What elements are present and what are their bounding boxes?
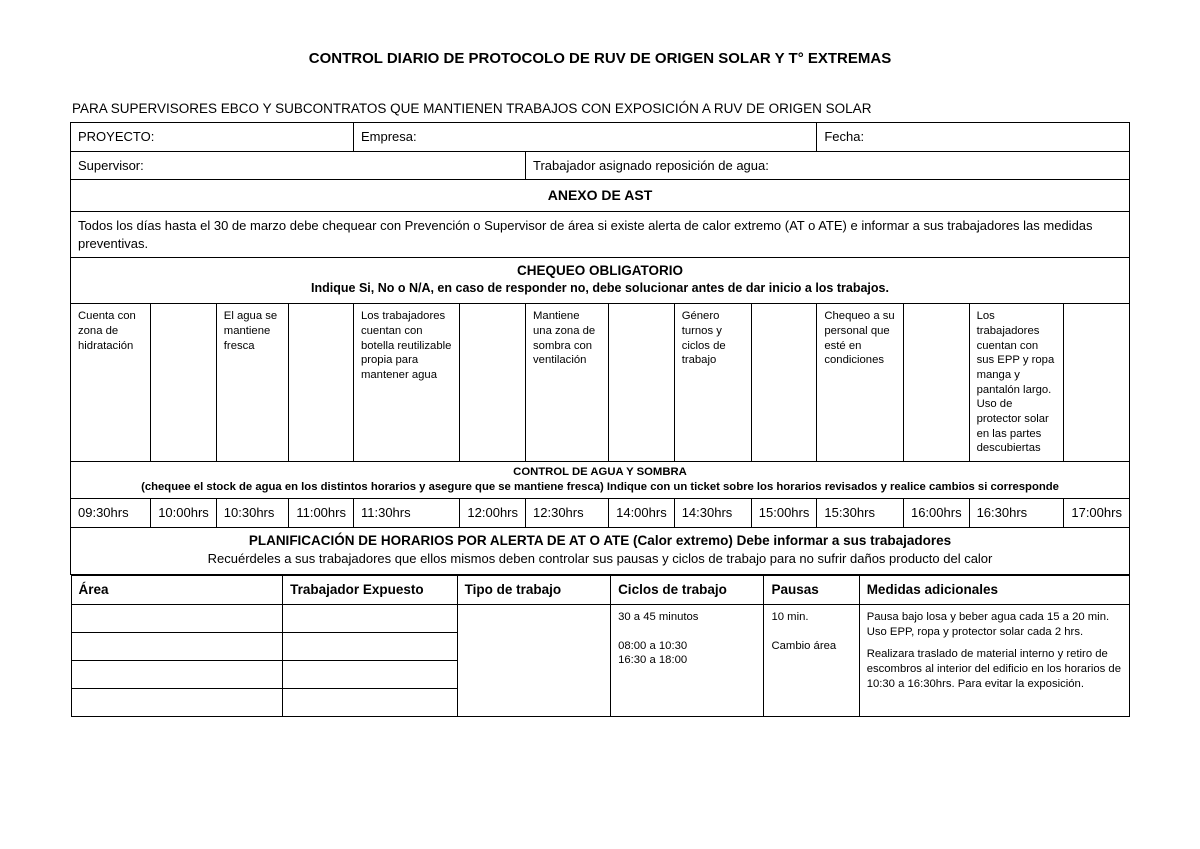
- plan-columns-row: Área Trabajador Expuesto Tipo de trabajo…: [71, 575, 1129, 604]
- plan-cell-trabajador[interactable]: [283, 660, 458, 688]
- hour-slot[interactable]: 10:00hrs: [151, 499, 217, 528]
- hour-slot[interactable]: 09:30hrs: [71, 499, 151, 528]
- chequeo-item-4: Mantiene una zona de sombra con ventilac…: [526, 304, 609, 462]
- plan-cell-area[interactable]: [71, 604, 283, 632]
- chequeo-check-7[interactable]: [1064, 304, 1130, 462]
- plan-cell-area[interactable]: [71, 688, 283, 716]
- chequeo-item-7: Los trabajadores cuentan con sus EPP y r…: [969, 304, 1064, 462]
- plan-cell-medidas: Pausa bajo losa y beber agua cada 15 a 2…: [859, 604, 1129, 716]
- plan-header: PLANIFICACIÓN DE HORARIOS POR ALERTA DE …: [71, 527, 1130, 574]
- plan-cell-trabajador[interactable]: [283, 632, 458, 660]
- plan-cell-trabajador[interactable]: [283, 688, 458, 716]
- hour-slot[interactable]: 14:00hrs: [609, 499, 675, 528]
- hour-slot[interactable]: 15:00hrs: [751, 499, 817, 528]
- header-row-1: PROYECTO: Empresa: Fecha:: [71, 123, 1130, 152]
- plan-cell-trabajador[interactable]: [283, 604, 458, 632]
- chequeo-item-1: Cuenta con zona de hidratación: [71, 304, 151, 462]
- header-row-2: Supervisor: Trabajador asignado reposici…: [71, 151, 1130, 180]
- field-proyecto[interactable]: PROYECTO:: [71, 123, 354, 152]
- plan-col-trabajador: Trabajador Expuesto: [283, 575, 458, 604]
- hour-slot[interactable]: 11:00hrs: [289, 499, 354, 528]
- chequeo-item-3: Los trabajadores cuentan con botella reu…: [353, 304, 459, 462]
- hour-slot[interactable]: 16:00hrs: [903, 499, 969, 528]
- chequeo-check-6[interactable]: [903, 304, 969, 462]
- field-trabajador-agua[interactable]: Trabajador asignado reposición de agua:: [526, 151, 1130, 180]
- plan-ciclos-2a: 08:00 a 10:30: [618, 639, 756, 654]
- chequeo-instruction: Indique Si, No o N/A, en caso de respond…: [77, 280, 1123, 297]
- hour-slot[interactable]: 11:30hrs: [353, 499, 459, 528]
- plan-ciclos-2b: 16:30 a 18:00: [618, 653, 756, 668]
- chequeo-title: CHEQUEO OBLIGATORIO: [77, 262, 1123, 280]
- anexo-title: ANEXO DE AST: [71, 180, 1130, 212]
- plan-row: 30 a 45 minutos 08:00 a 10:30 16:30 a 18…: [71, 604, 1129, 632]
- plan-instruction: Recuérdeles a sus trabajadores que ellos…: [77, 550, 1123, 568]
- plan-pausa-2: Cambio área: [771, 639, 851, 654]
- hour-slot[interactable]: 15:30hrs: [817, 499, 904, 528]
- plan-medida-2: Realizara traslado de material interno y…: [867, 647, 1122, 691]
- hour-slot[interactable]: 17:00hrs: [1064, 499, 1130, 528]
- plan-ciclos-1: 30 a 45 minutos: [618, 610, 756, 625]
- form-table: PROYECTO: Empresa: Fecha: Supervisor: Tr…: [70, 122, 1130, 717]
- chequeo-item-6: Chequeo a su personal que esté en condic…: [817, 304, 904, 462]
- control-hours-row: 09:30hrs 10:00hrs 10:30hrs 11:00hrs 11:3…: [71, 499, 1130, 528]
- chequeo-header: CHEQUEO OBLIGATORIO Indique Si, No o N/A…: [71, 258, 1130, 304]
- chequeo-check-1[interactable]: [151, 304, 217, 462]
- field-supervisor[interactable]: Supervisor:: [71, 151, 526, 180]
- plan-cell-area[interactable]: [71, 632, 283, 660]
- chequeo-check-2[interactable]: [289, 304, 354, 462]
- plan-col-tipo: Tipo de trabajo: [457, 575, 610, 604]
- plan-cell-area[interactable]: [71, 660, 283, 688]
- page-title: CONTROL DIARIO DE PROTOCOLO DE RUV DE OR…: [70, 50, 1130, 67]
- plan-col-medidas: Medidas adicionales: [859, 575, 1129, 604]
- page-subtitle: PARA SUPERVISORES EBCO Y SUBCONTRATOS QU…: [70, 101, 1130, 116]
- plan-col-pausas: Pausas: [764, 575, 859, 604]
- chequeo-item-5: Género turnos y ciclos de trabajo: [674, 304, 751, 462]
- hour-slot[interactable]: 16:30hrs: [969, 499, 1064, 528]
- chequeo-check-5[interactable]: [751, 304, 817, 462]
- plan-cell-tipo[interactable]: [457, 604, 610, 716]
- chequeo-item-2: El agua se mantiene fresca: [216, 304, 289, 462]
- page: CONTROL DIARIO DE PROTOCOLO DE RUV DE OR…: [0, 0, 1200, 717]
- control-header: CONTROL DE AGUA Y SOMBRA (chequee el sto…: [71, 461, 1130, 499]
- hour-slot[interactable]: 12:00hrs: [460, 499, 526, 528]
- plan-title: PLANIFICACIÓN DE HORARIOS POR ALERTA DE …: [77, 532, 1123, 550]
- hour-slot[interactable]: 10:30hrs: [216, 499, 289, 528]
- field-fecha[interactable]: Fecha:: [817, 123, 1130, 152]
- anexo-body: Todos los días hasta el 30 de marzo debe…: [71, 211, 1130, 257]
- plan-medida-1: Pausa bajo losa y beber agua cada 15 a 2…: [867, 610, 1122, 639]
- hour-slot[interactable]: 14:30hrs: [674, 499, 751, 528]
- hour-slot[interactable]: 12:30hrs: [526, 499, 609, 528]
- plan-pausa-1: 10 min.: [771, 610, 851, 625]
- plan-col-ciclos: Ciclos de trabajo: [611, 575, 764, 604]
- control-title: CONTROL DE AGUA Y SOMBRA: [77, 465, 1123, 480]
- plan-col-area: Área: [71, 575, 283, 604]
- chequeo-check-4[interactable]: [609, 304, 675, 462]
- plan-table: Área Trabajador Expuesto Tipo de trabajo…: [71, 575, 1130, 717]
- chequeo-check-3[interactable]: [460, 304, 526, 462]
- chequeo-row: Cuenta con zona de hidratación El agua s…: [71, 304, 1130, 462]
- field-empresa[interactable]: Empresa:: [353, 123, 816, 152]
- control-instruction: (chequee el stock de agua en los distint…: [77, 480, 1123, 495]
- plan-cell-ciclos: 30 a 45 minutos 08:00 a 10:30 16:30 a 18…: [611, 604, 764, 716]
- plan-cell-pausas: 10 min. Cambio área: [764, 604, 859, 716]
